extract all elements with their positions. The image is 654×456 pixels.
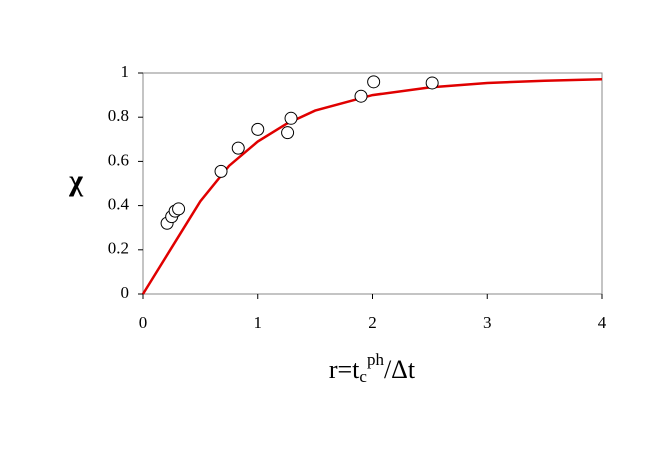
x-label-base: r=t (329, 355, 360, 384)
x-tick-label: 4 (598, 313, 607, 332)
plot-frame (142, 72, 603, 295)
x-axis-label: r=tcph/Δt (329, 350, 416, 386)
data-point (367, 75, 381, 89)
data-point (231, 141, 245, 155)
data-point (214, 164, 228, 178)
x-tick-label: 3 (483, 313, 492, 332)
x-label-sup: ph (367, 350, 385, 369)
data-point (284, 111, 298, 125)
data-point (425, 76, 439, 90)
data-point (354, 89, 368, 103)
fit-curve (141, 77, 603, 295)
y-tick-label: 1 (121, 62, 130, 81)
y-tick-label: 0.4 (108, 195, 130, 214)
y-tick-label: 0.6 (108, 150, 129, 169)
x-tick-label: 0 (139, 313, 148, 332)
y-tick-label: 0.2 (108, 239, 129, 258)
x-tick-label: 2 (368, 313, 377, 332)
y-tick-label: 0.8 (108, 106, 129, 125)
x-tick-label: 1 (254, 313, 263, 332)
y-tick-label: 0 (121, 283, 130, 302)
data-point (281, 126, 295, 140)
y-axis-label: χ (68, 164, 84, 197)
data-point (251, 122, 265, 136)
x-label-rest: /Δt (384, 355, 416, 384)
x-label-sub: c (359, 367, 367, 386)
data-point (172, 202, 186, 216)
